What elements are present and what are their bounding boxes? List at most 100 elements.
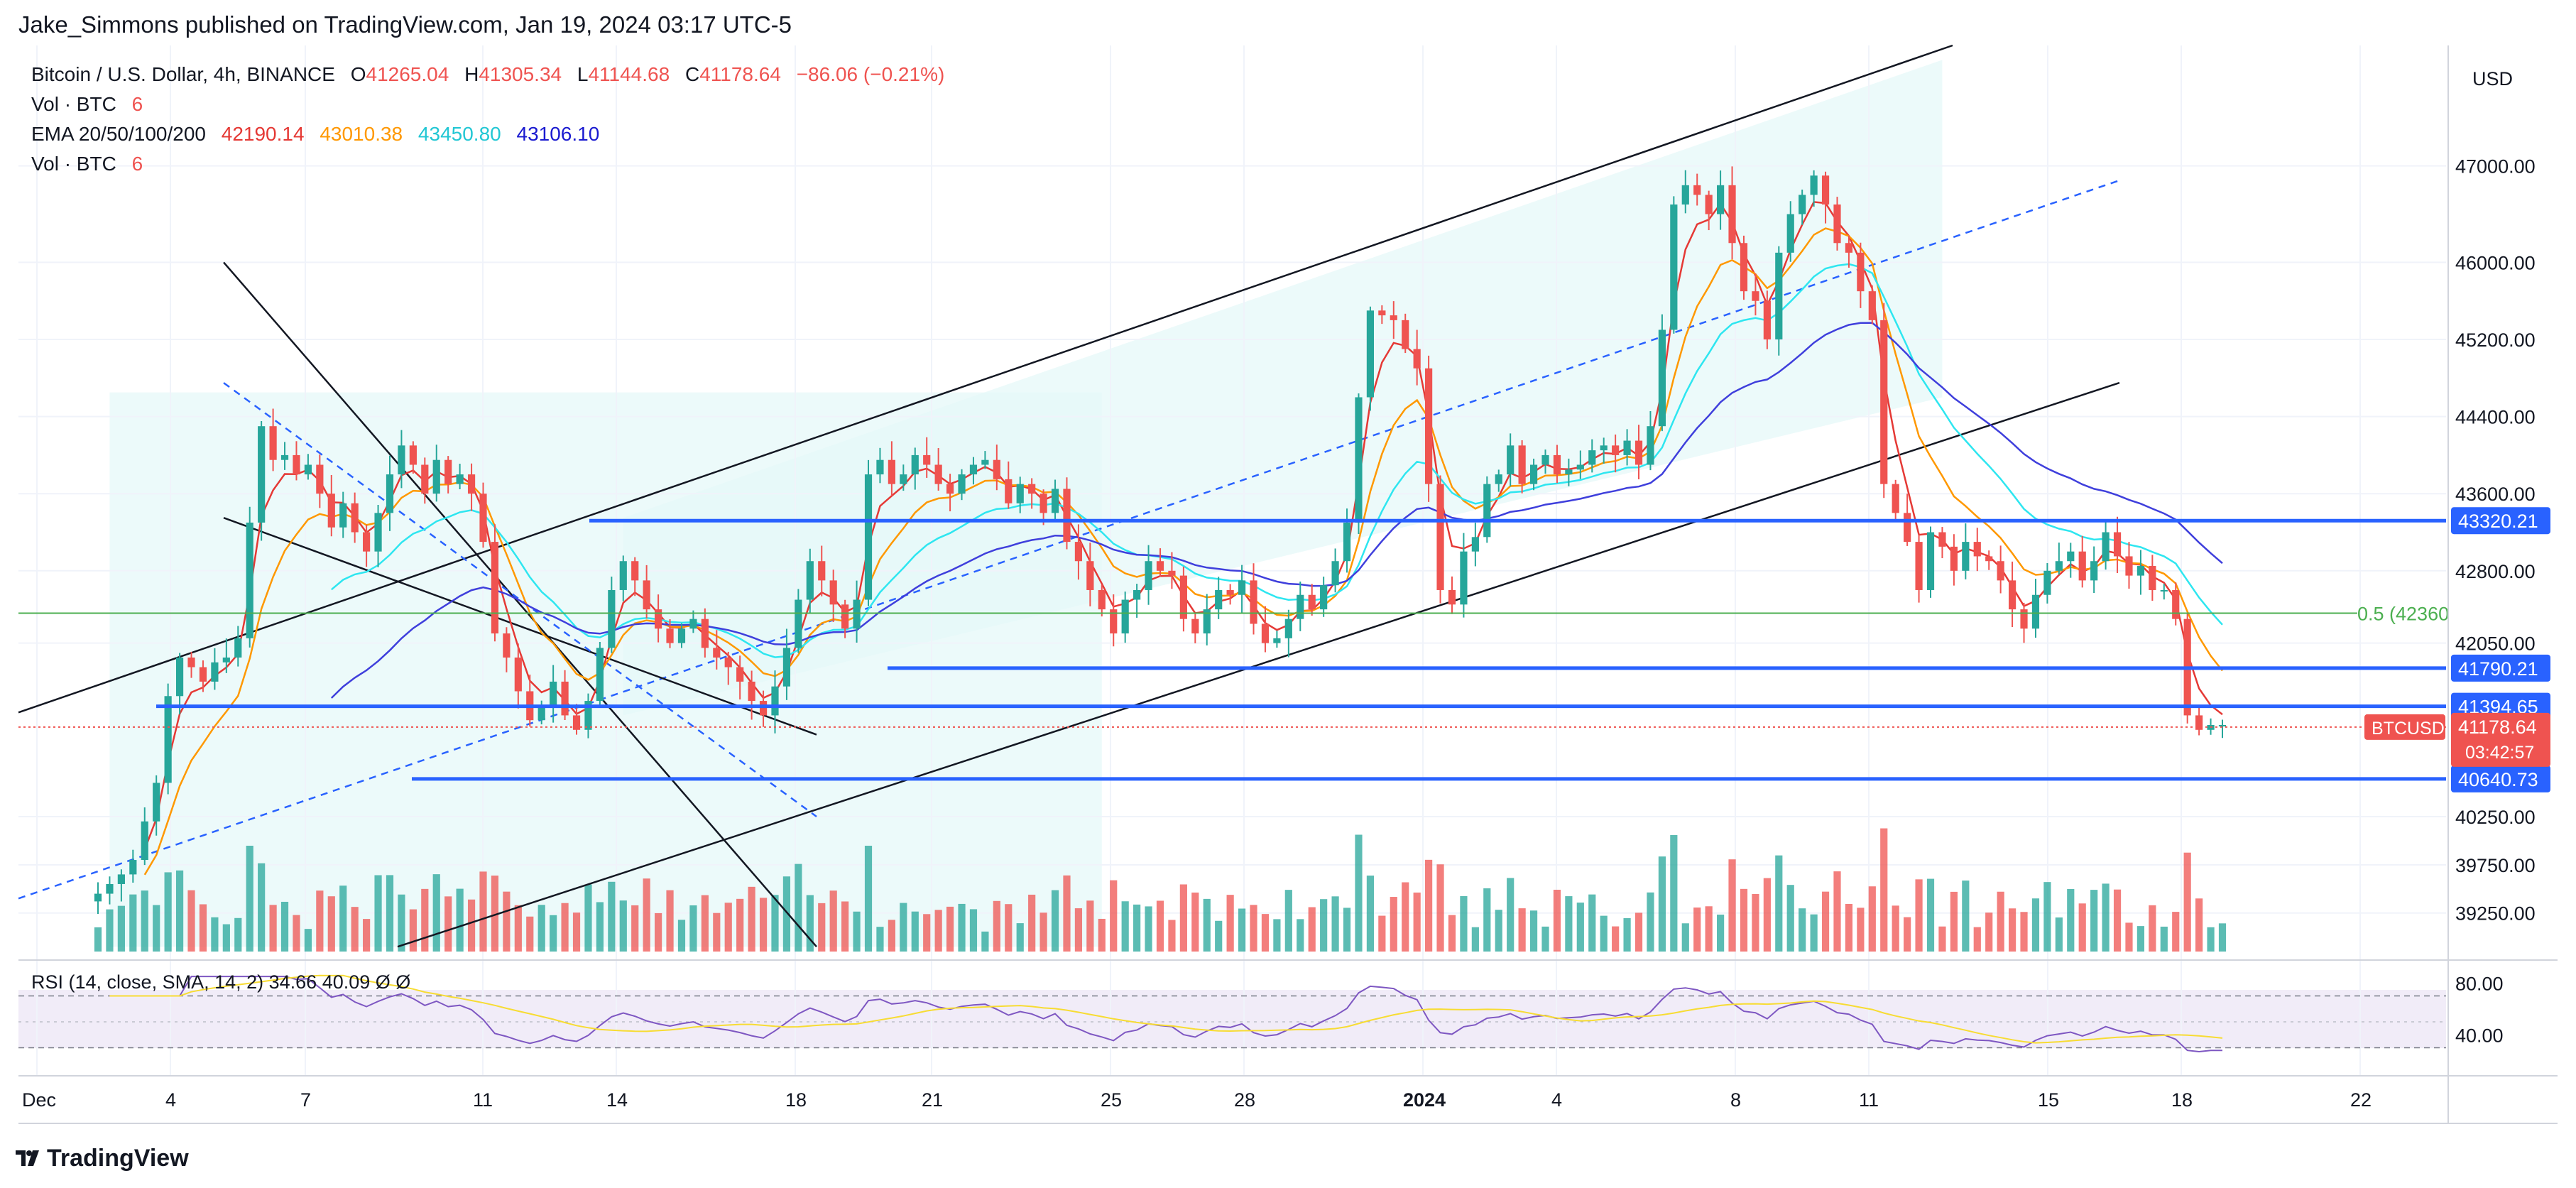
candle xyxy=(141,821,148,861)
volume-bar xyxy=(1436,864,1444,952)
candle xyxy=(258,426,266,523)
candle xyxy=(1541,454,1549,465)
candle xyxy=(1623,440,1631,455)
channel-lower-line xyxy=(397,381,2120,948)
candle xyxy=(1436,484,1444,590)
time-tick-label: 28 xyxy=(1234,1089,1255,1111)
candle xyxy=(211,662,219,682)
volume-bar xyxy=(608,881,616,952)
candle xyxy=(2067,551,2075,562)
volume-bar xyxy=(655,912,662,952)
footer-branding: TradingView xyxy=(16,1142,189,1175)
legend-ema-label[interactable]: EMA 20/50/100/200 xyxy=(31,123,206,145)
volume-bar xyxy=(2078,903,2086,952)
candle xyxy=(584,701,592,730)
volume-bar xyxy=(1261,914,1270,952)
volume-bar xyxy=(491,876,499,952)
legend-vol-label[interactable]: Vol · BTC xyxy=(31,93,116,115)
time-tick-label: 14 xyxy=(606,1089,628,1111)
volume-bar xyxy=(876,927,884,952)
legend-symbol[interactable]: Bitcoin / U.S. Dollar, 4h, BINANCE xyxy=(31,63,335,85)
candle xyxy=(1320,585,1328,610)
rsi-tick-label: 80.00 xyxy=(2455,973,2504,994)
volume-bar xyxy=(724,903,732,952)
volume-bar xyxy=(1320,899,1328,952)
legend-high: 41305.34 xyxy=(479,63,562,85)
candle xyxy=(1226,589,1234,595)
time-tick-label: Dec xyxy=(22,1089,56,1111)
volume-bar xyxy=(1868,886,1876,952)
volume-bar xyxy=(1402,882,1409,952)
volume-bar xyxy=(748,886,755,952)
down-channel-lower-line xyxy=(223,516,817,736)
candle xyxy=(1284,618,1292,638)
volume-bar xyxy=(550,915,557,952)
volume-bar xyxy=(795,863,802,952)
volume-bar xyxy=(841,901,849,952)
candle xyxy=(374,513,382,552)
volume-bar xyxy=(1926,878,1935,952)
volume-bar xyxy=(1203,898,1211,952)
channel-shading-up xyxy=(623,60,1943,716)
volume-bar xyxy=(211,917,219,952)
rsi-sma-line xyxy=(109,974,2223,1044)
candle xyxy=(1355,397,1363,523)
volume-bar xyxy=(677,920,686,952)
candle xyxy=(864,474,873,600)
legend-ema100: 43450.80 xyxy=(417,123,501,145)
volume-bar xyxy=(981,931,989,952)
volume-bar xyxy=(643,878,650,952)
volume-bar xyxy=(1413,892,1421,952)
volume-bar xyxy=(1799,908,1806,952)
candle xyxy=(1681,185,1689,205)
candle xyxy=(293,454,300,475)
time-tick-label: 7 xyxy=(300,1089,311,1111)
candle xyxy=(1938,532,1946,547)
candle xyxy=(280,454,289,460)
candle xyxy=(246,522,253,638)
candle xyxy=(1821,175,1830,205)
volume-bar xyxy=(1284,890,1292,952)
volume-bar xyxy=(1985,912,1993,952)
candle xyxy=(1647,426,1654,465)
volume-bar xyxy=(2090,890,2098,952)
volume-bar xyxy=(969,909,978,952)
candle xyxy=(2195,715,2203,730)
candle xyxy=(537,705,545,721)
candle xyxy=(1518,445,1526,484)
candle xyxy=(969,464,978,475)
volume-bar xyxy=(1191,892,1199,952)
publisher-line: Jake_Simmons published on TradingView.co… xyxy=(18,11,792,38)
legend-open-label: O xyxy=(350,63,366,85)
candle xyxy=(572,715,581,730)
level-price-tag xyxy=(2451,765,2550,792)
candle xyxy=(1016,484,1024,503)
candle xyxy=(1448,589,1456,605)
candle xyxy=(1331,561,1339,586)
bar-countdown-label: 03:42:57 xyxy=(2465,743,2534,763)
volume-bar xyxy=(1658,856,1666,952)
volume-bar xyxy=(1612,926,1620,952)
candle xyxy=(117,874,125,884)
legend-vol2-label[interactable]: Vol · BTC xyxy=(31,153,116,175)
volume-bar xyxy=(1529,910,1538,952)
candle xyxy=(550,681,557,706)
volume-bar xyxy=(269,905,277,952)
candle xyxy=(514,657,522,692)
time-tick-label: 11 xyxy=(473,1089,493,1111)
candle xyxy=(234,638,242,658)
volume-bar xyxy=(572,912,581,952)
volume-bar xyxy=(806,895,814,952)
volume-bar xyxy=(1039,912,1047,952)
candle xyxy=(2149,566,2156,590)
volume-bar xyxy=(1576,903,1584,952)
symbol-tag-label: BTCUSD xyxy=(2372,719,2445,739)
candle xyxy=(993,459,1000,479)
level-price-label: 40640.73 xyxy=(2458,769,2538,790)
candle xyxy=(187,657,195,667)
candle xyxy=(1390,315,1397,320)
volume-bar xyxy=(2067,888,2075,952)
volume-bar xyxy=(1705,906,1713,952)
currency-button[interactable] xyxy=(2451,57,2550,99)
